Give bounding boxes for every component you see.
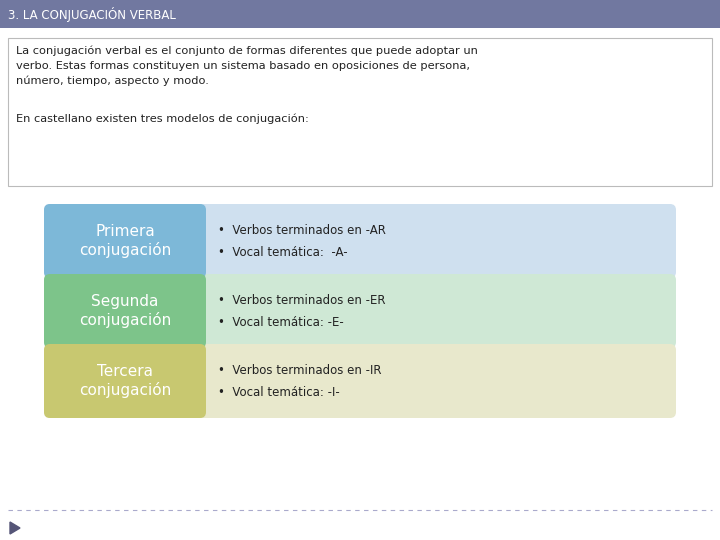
FancyBboxPatch shape: [44, 344, 206, 418]
FancyBboxPatch shape: [44, 274, 206, 348]
Text: •  Vocal temática: -I-: • Vocal temática: -I-: [218, 386, 340, 399]
Text: 3. LA CONJUGACIÓN VERBAL: 3. LA CONJUGACIÓN VERBAL: [8, 6, 176, 22]
Text: •  Vocal temática:  -A-: • Vocal temática: -A-: [218, 246, 348, 259]
Text: Segunda
conjugación: Segunda conjugación: [79, 294, 171, 328]
FancyBboxPatch shape: [44, 274, 676, 348]
Polygon shape: [10, 522, 20, 534]
Text: •  Vocal temática: -E-: • Vocal temática: -E-: [218, 315, 343, 328]
FancyBboxPatch shape: [44, 204, 676, 278]
FancyBboxPatch shape: [0, 0, 720, 28]
FancyBboxPatch shape: [44, 204, 206, 278]
Text: La conjugación verbal es el conjunto de formas diferentes que puede adoptar un
v: La conjugación verbal es el conjunto de …: [16, 46, 478, 86]
Text: En castellano existen tres modelos de conjugación:: En castellano existen tres modelos de co…: [16, 114, 309, 125]
Text: •  Verbos terminados en -ER: • Verbos terminados en -ER: [218, 294, 385, 307]
FancyBboxPatch shape: [8, 38, 712, 186]
Text: •  Verbos terminados en -AR: • Verbos terminados en -AR: [218, 224, 386, 237]
Text: Tercera
conjugación: Tercera conjugación: [79, 364, 171, 398]
Text: Primera
conjugación: Primera conjugación: [79, 224, 171, 258]
FancyBboxPatch shape: [44, 344, 676, 418]
Text: •  Verbos terminados en -IR: • Verbos terminados en -IR: [218, 363, 382, 376]
